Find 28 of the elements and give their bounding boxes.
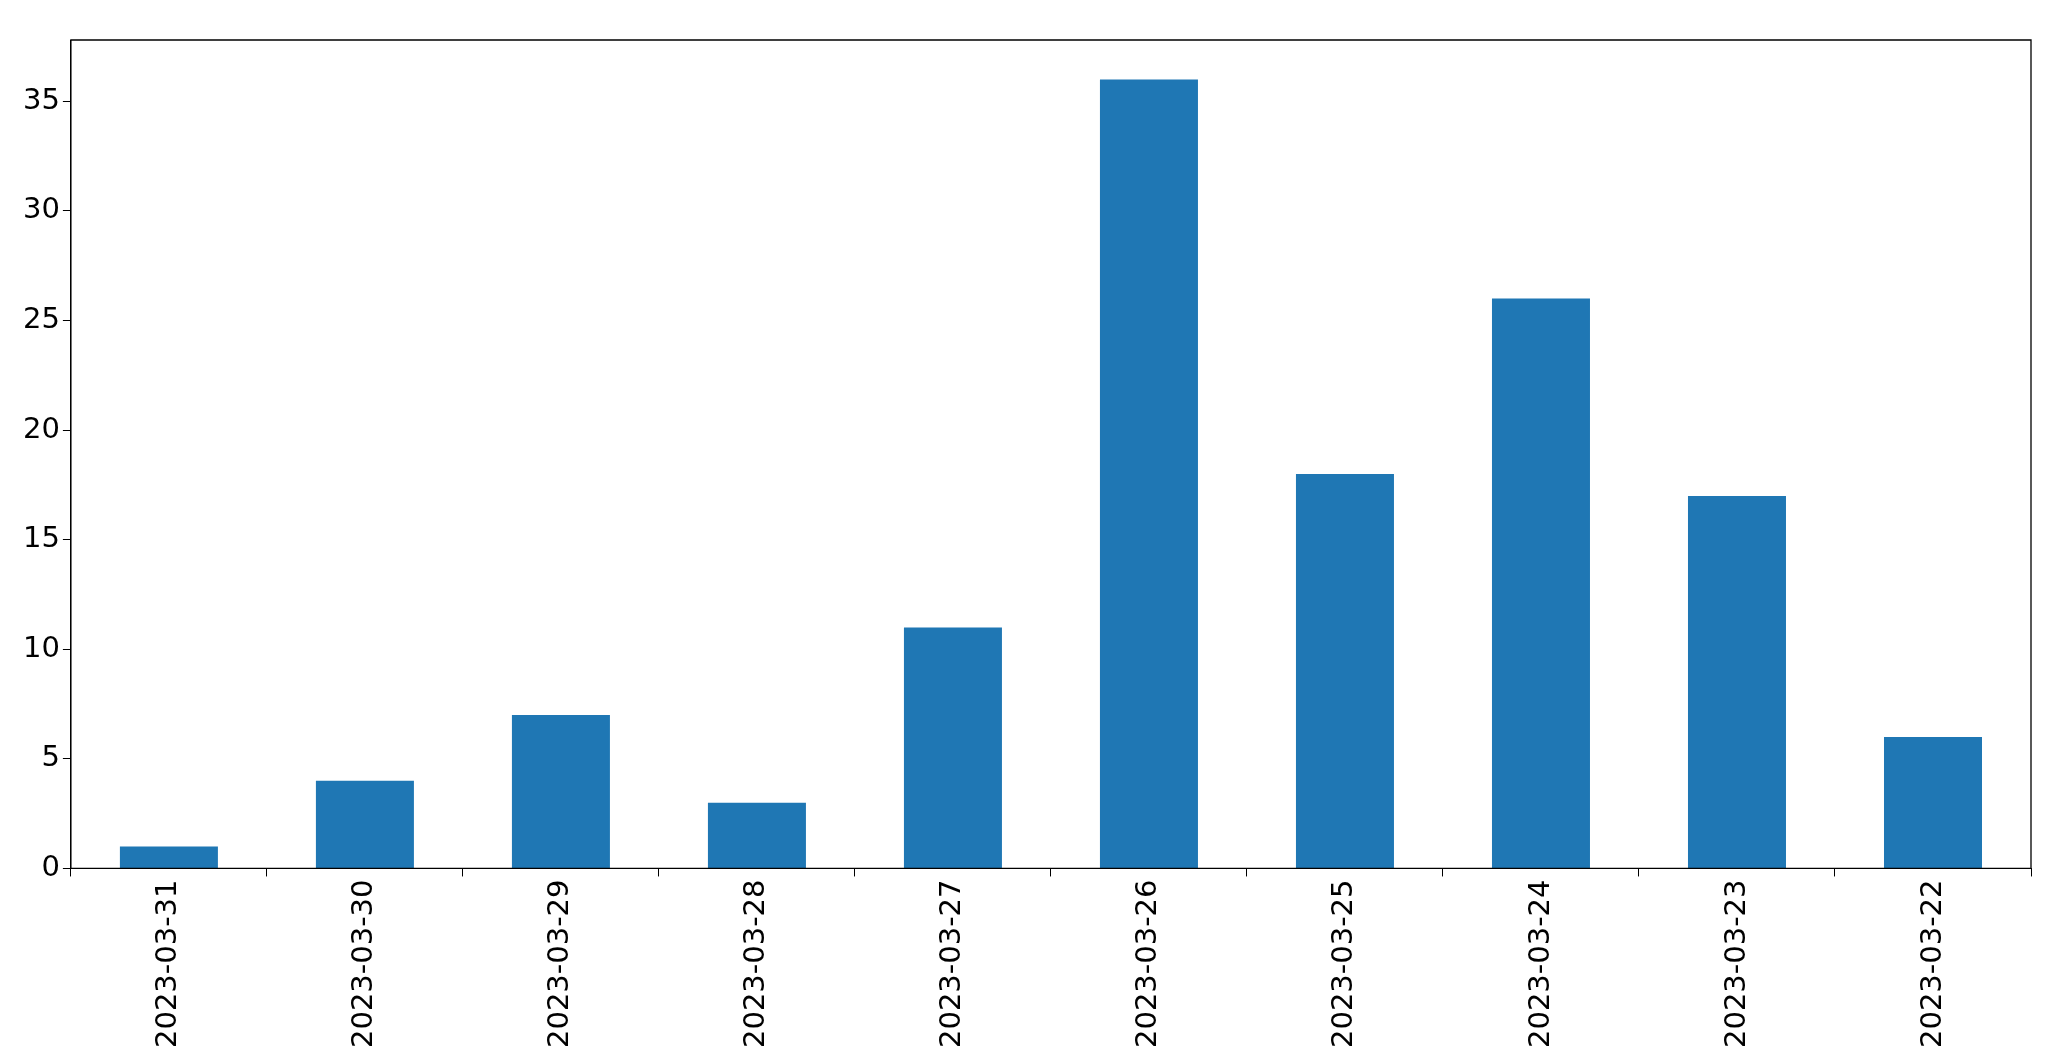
bar [1491, 298, 1590, 868]
bar [707, 802, 806, 868]
bar [511, 715, 610, 868]
bar [903, 627, 1002, 868]
x-tick-label: 2023-03-29 [541, 879, 576, 1049]
x-tick-label: 2023-03-27 [933, 879, 968, 1049]
x-tick-label: 2023-03-26 [1129, 879, 1164, 1049]
y-tick-label: 10 [23, 629, 60, 664]
x-tick-label: 2023-03-23 [1717, 879, 1752, 1049]
bar [119, 846, 218, 868]
y-tick-label: 20 [23, 410, 60, 445]
y-tick-label: 25 [23, 301, 60, 336]
y-tick-label: 30 [23, 191, 60, 226]
y-tick-label: 35 [23, 81, 60, 116]
bar [1883, 736, 1982, 868]
x-tick-label: 2023-03-24 [1521, 879, 1556, 1049]
bar [1295, 473, 1394, 868]
bar [1099, 79, 1198, 868]
x-tick-label: 2023-03-25 [1325, 879, 1360, 1049]
x-tick-label: 2023-03-22 [1913, 879, 1948, 1049]
bar [315, 780, 414, 868]
y-tick-label: 5 [41, 739, 60, 774]
x-tick-label: 2023-03-30 [345, 879, 380, 1049]
y-tick-label: 0 [41, 849, 60, 883]
x-tick-label: 2023-03-31 [149, 879, 184, 1049]
y-tick-label: 15 [23, 520, 60, 555]
bar [1687, 495, 1786, 868]
x-tick-label: 2023-03-28 [737, 879, 772, 1049]
